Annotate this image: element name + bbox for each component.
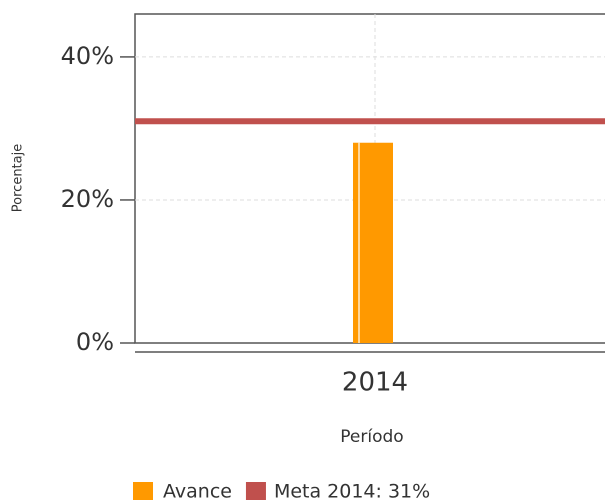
legend-swatch [133,482,153,500]
y-tick-label: 0% [76,328,114,356]
legend-label: Avance [163,481,232,502]
legend-swatch [245,482,266,500]
y-axis-label: Porcentaje [11,144,26,212]
y-tick-label: 20% [61,185,114,213]
x-tick-label: 2014 [342,368,408,398]
bar-highlight [358,142,360,343]
x-axis-label: Período [340,427,403,447]
y-tick-label: 40% [61,42,114,70]
legend-label: Meta 2014: 31% [274,481,430,502]
